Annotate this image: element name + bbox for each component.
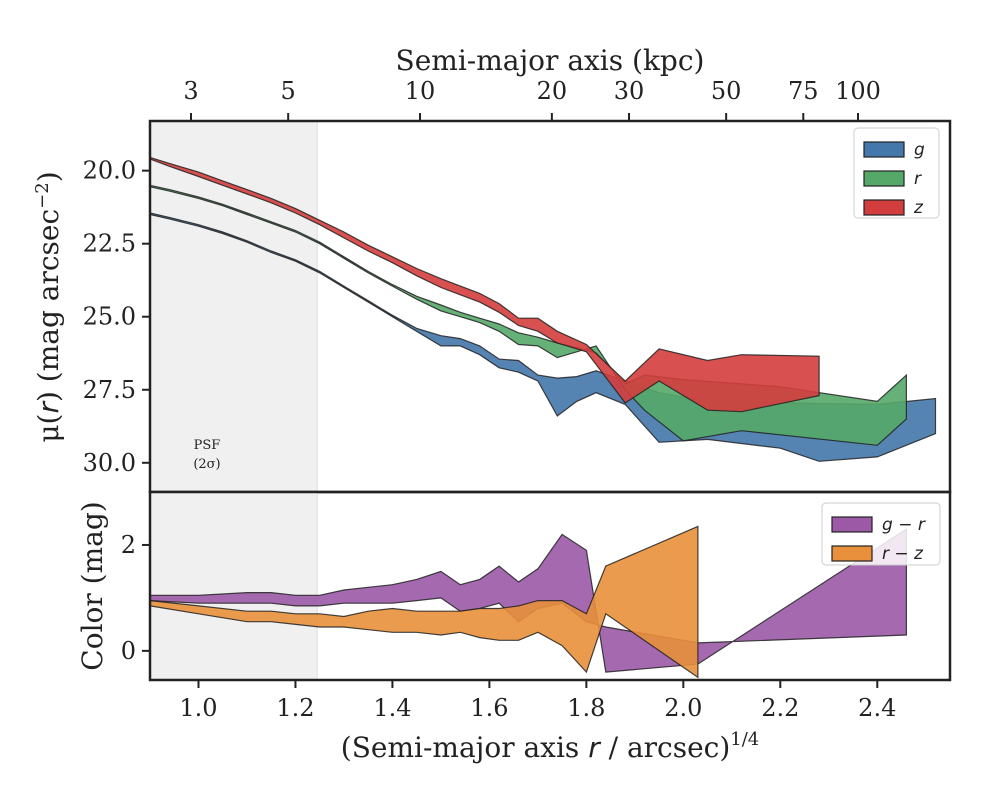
bottom-legend-label-1: r − z bbox=[882, 544, 924, 564]
kpc-tick-label-6: 75 bbox=[788, 77, 819, 105]
psf-shade bbox=[149, 120, 318, 493]
top-band-1 bbox=[150, 184, 907, 446]
bottom-band-0 bbox=[150, 527, 907, 673]
xtick-label-2: 1.4 bbox=[373, 694, 411, 722]
top-ytick-label-3: 27.5 bbox=[83, 376, 136, 404]
bottom-series-group bbox=[150, 525, 907, 679]
top-legend: grz bbox=[853, 127, 940, 219]
bottom-panel: 0 2 1.0 1.2 1.4 1.6 1.8 2.0 2.2 2.4 g − r r − z bbox=[121, 490, 952, 722]
kpc-tick-label-4: 30 bbox=[614, 77, 645, 105]
y-axis-title-bottom: Color (mag) bbox=[76, 501, 109, 670]
bottom-legend-swatch-1 bbox=[831, 545, 873, 562]
top-legend-label-2: z bbox=[913, 198, 924, 218]
xlabel-part2: r bbox=[588, 731, 601, 764]
ylabel-top-part4: −2 bbox=[32, 182, 53, 209]
xtick-label-1: 1.2 bbox=[276, 694, 314, 722]
top-ytick-label-1: 22.5 bbox=[83, 230, 136, 258]
xtick-label-0: 1.0 bbox=[179, 694, 217, 722]
top-legend-swatch-0 bbox=[863, 141, 905, 158]
xtick-label-6: 2.2 bbox=[761, 694, 799, 722]
psf-label-line1: PSF bbox=[194, 438, 221, 453]
top-panel: 20.022.525.027.530.03 5 10 20 30 50 75 100 PSF … bbox=[83, 77, 952, 494]
ylabel-top-part3: ) (mag arcsec bbox=[32, 209, 65, 402]
kpc-tick-label-3: 20 bbox=[537, 77, 568, 105]
psf-shade-bottom bbox=[149, 491, 318, 681]
x-axis-title: (Semi-major axis r / arcsec)1/4 bbox=[341, 729, 759, 764]
kpc-tick-label-0: 3 bbox=[183, 77, 198, 105]
bottom-frame bbox=[148, 490, 952, 682]
top-axis-title: Semi-major axis (kpc) bbox=[396, 44, 705, 77]
ylabel-top-part2: r bbox=[32, 401, 65, 414]
xtick-label-4: 1.8 bbox=[567, 694, 605, 722]
top-legend-label-1: r bbox=[914, 169, 922, 189]
kpc-tick-label-5: 50 bbox=[711, 77, 742, 105]
bottom-legend-swatch-0 bbox=[831, 516, 873, 533]
ylabel-top-part5: ) bbox=[32, 171, 65, 182]
xtick-label-7: 2.4 bbox=[858, 694, 896, 722]
xlabel-part4: 1/4 bbox=[730, 729, 759, 750]
y-axis-title-top: μ(r) (mag arcsec−2) bbox=[32, 171, 65, 442]
xtick-label-5: 2.0 bbox=[664, 694, 702, 722]
top-band-2 bbox=[150, 156, 820, 413]
bottom-ytick-label-0: 0 bbox=[121, 637, 136, 665]
top-legend-swatch-1 bbox=[863, 170, 905, 187]
ylabel-top-part1: μ( bbox=[32, 414, 65, 443]
kpc-tick-label-7: 100 bbox=[835, 77, 881, 105]
kpc-tick-label-2: 10 bbox=[405, 77, 436, 105]
top-series-group bbox=[150, 156, 937, 462]
top-ytick-label-4: 30.0 bbox=[83, 449, 136, 477]
kpc-tick-label-1: 5 bbox=[281, 77, 296, 105]
xlabel-part1: (Semi-major axis bbox=[341, 731, 588, 764]
bottom-legend: g − r r − z bbox=[821, 502, 941, 566]
top-ytick-label-2: 25.0 bbox=[83, 303, 136, 331]
top-legend-label-0: g bbox=[914, 140, 925, 160]
bottom-legend-label-0: g − r bbox=[882, 515, 926, 535]
top-legend-swatch-2 bbox=[863, 199, 905, 216]
xlabel-part3: / arcsec) bbox=[600, 731, 731, 764]
bottom-band-1 bbox=[150, 525, 699, 679]
bottom-ytick-label-1: 2 bbox=[121, 531, 136, 559]
xtick-label-3: 1.6 bbox=[470, 694, 508, 722]
psf-label-line2: (2σ) bbox=[193, 457, 220, 472]
top-ytick-label-0: 20.0 bbox=[83, 157, 136, 185]
bottom-axes: 0 2 1.0 1.2 1.4 1.6 1.8 2.0 2.2 2.4 bbox=[121, 490, 952, 722]
